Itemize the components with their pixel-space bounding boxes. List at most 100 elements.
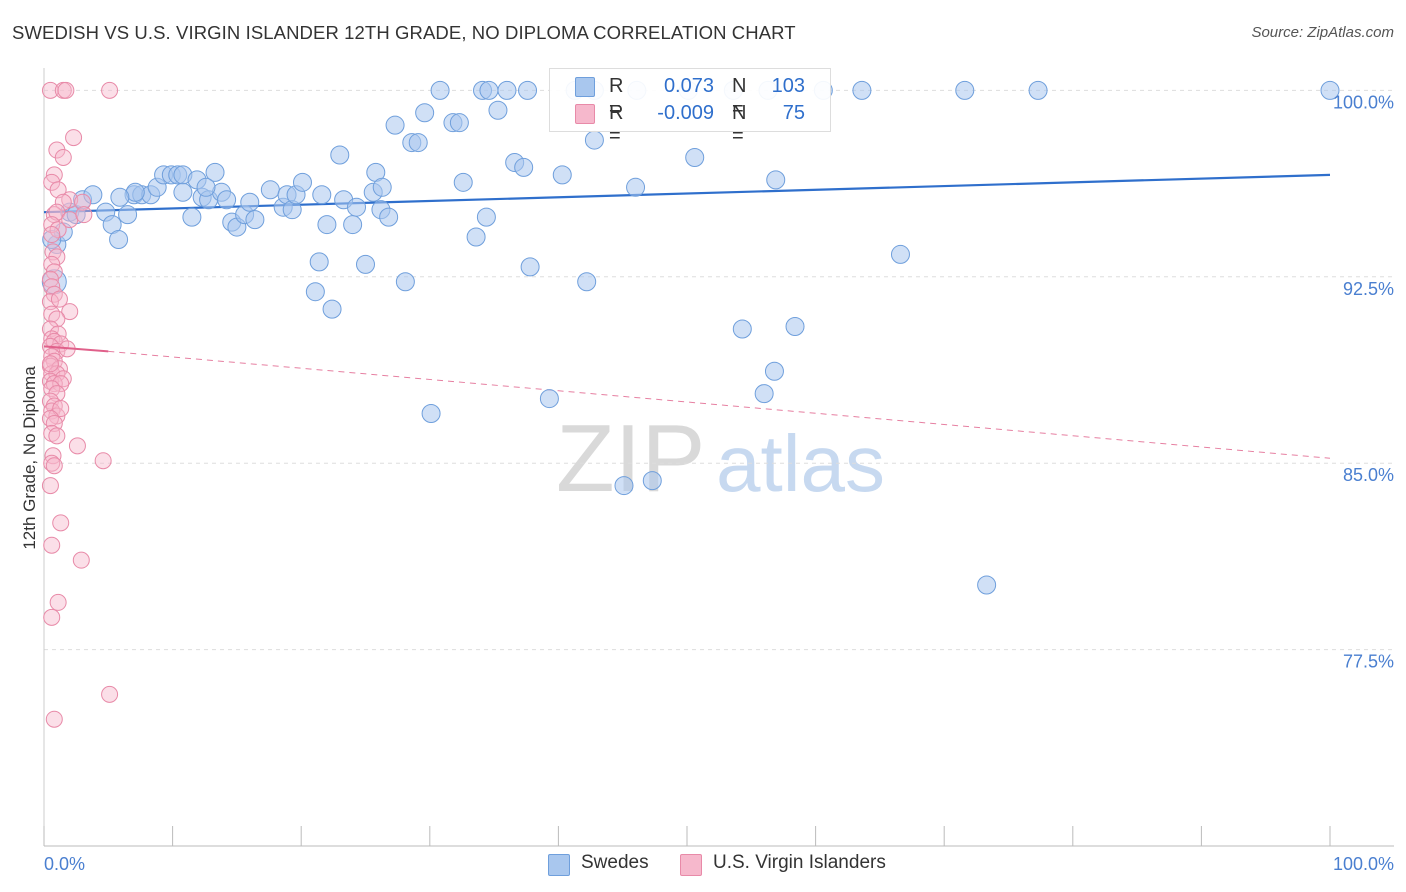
swedes-point bbox=[330, 145, 350, 165]
swedes-point bbox=[514, 157, 534, 177]
swedes-point bbox=[476, 207, 496, 227]
y-tick-label: 77.5% bbox=[1343, 652, 1394, 672]
swedes-point bbox=[785, 317, 805, 337]
swedes-point bbox=[754, 384, 774, 404]
swedes-point bbox=[109, 230, 129, 250]
chart-title: SWEDISH VS U.S. VIRGIN ISLANDER 12TH GRA… bbox=[12, 22, 796, 43]
swedes-point bbox=[41, 269, 67, 295]
swedes-point bbox=[309, 252, 329, 272]
virgin-islanders-point bbox=[49, 593, 67, 611]
virgin-islanders-point bbox=[41, 355, 59, 373]
virgin-islanders-point bbox=[43, 454, 61, 472]
swedes-point bbox=[292, 172, 312, 192]
swedes-point bbox=[379, 207, 399, 227]
swedes-point bbox=[305, 282, 325, 302]
source-credit: Source: ZipAtlas.com bbox=[1251, 24, 1394, 41]
legend-n-label: N = bbox=[732, 75, 747, 120]
swedes-point bbox=[453, 172, 473, 192]
swedes-point bbox=[421, 404, 441, 424]
virgin-islanders-point bbox=[45, 414, 63, 432]
axes bbox=[43, 68, 1394, 847]
swedes-point bbox=[852, 80, 872, 100]
legend-swatch-pink bbox=[575, 104, 595, 124]
swedes-point bbox=[260, 180, 280, 200]
swedes-point bbox=[343, 215, 363, 235]
legend-swatch-virgin-islanders bbox=[680, 854, 702, 876]
virgin-islanders-point bbox=[54, 370, 72, 388]
swedes-point bbox=[497, 80, 517, 100]
swedes-point bbox=[317, 215, 337, 235]
virgin-islanders-point bbox=[41, 477, 59, 495]
swedes-point bbox=[205, 162, 225, 182]
swedes-point bbox=[479, 80, 499, 100]
watermark-zip: ZIP bbox=[556, 405, 705, 512]
virgin-islanders-point bbox=[75, 206, 93, 224]
y-tick-label: 92.5% bbox=[1343, 279, 1394, 299]
legend-r-value: -0.009 bbox=[657, 102, 714, 124]
virgin-islanders-point bbox=[68, 437, 86, 455]
virgin-islanders-point bbox=[52, 375, 70, 393]
swedes-point bbox=[766, 170, 786, 190]
swedes-point bbox=[552, 165, 572, 185]
swedes-point bbox=[890, 244, 910, 264]
swedes-point bbox=[395, 272, 415, 292]
legend-label-virgin-islanders: U.S. Virgin Islanders bbox=[713, 852, 886, 873]
swedes-point bbox=[466, 227, 486, 247]
correlation-legend: R = 0.073 N = 103 R = -0.009 N = 75 bbox=[549, 68, 831, 147]
swedes-point bbox=[110, 187, 130, 207]
grid-lines bbox=[44, 89, 1394, 651]
y-tick-labels: 77.5% 85.0% 92.5% 100.0% bbox=[1333, 92, 1394, 671]
swedes-point bbox=[415, 103, 435, 123]
virgin-islanders-point bbox=[43, 536, 61, 554]
swedes-point bbox=[1320, 80, 1340, 100]
swedes-point bbox=[626, 177, 646, 197]
watermark-atlas: atlas bbox=[716, 419, 885, 508]
virgin-islanders-point bbox=[43, 608, 61, 626]
virgin-islanders-point bbox=[41, 81, 59, 99]
virgin-islanders-trend-line bbox=[43, 345, 109, 353]
swedes-point bbox=[240, 192, 260, 212]
legend-label-swedes: Swedes bbox=[581, 852, 649, 873]
legend-r-label: R = bbox=[609, 75, 624, 120]
swedes-point bbox=[42, 230, 62, 250]
swedes-point bbox=[584, 130, 604, 150]
virgin-islanders-point bbox=[61, 211, 79, 229]
virgin-islanders-point bbox=[52, 514, 70, 532]
swedes-point bbox=[977, 575, 997, 595]
swedes-point bbox=[346, 197, 366, 217]
legend-n-label: N = bbox=[732, 102, 747, 147]
swedes-point bbox=[764, 361, 784, 381]
swedes-point bbox=[322, 299, 342, 319]
virgin-islanders-point bbox=[43, 226, 61, 244]
swedes-point bbox=[312, 185, 332, 205]
swedes-point bbox=[577, 272, 597, 292]
swedes-point bbox=[430, 80, 450, 100]
swedes-point bbox=[372, 177, 392, 197]
y-tick-label: 85.0% bbox=[1343, 465, 1394, 485]
swedes-point bbox=[356, 254, 375, 274]
x-tick-label-max: 100.0% bbox=[1333, 854, 1394, 874]
swedes-trend-line bbox=[43, 173, 1331, 214]
virgin-islanders-point bbox=[52, 400, 70, 418]
virgin-islanders-point bbox=[50, 290, 68, 308]
virgin-islanders-point bbox=[65, 129, 83, 147]
virgin-islanders-point bbox=[74, 193, 92, 211]
virgin-islanders-point bbox=[54, 148, 72, 166]
virgin-islanders-point bbox=[101, 81, 119, 99]
x-tick-label-min: 0.0% bbox=[44, 854, 85, 874]
virgin-islanders-point bbox=[48, 310, 66, 328]
virgin-islanders-point bbox=[43, 305, 61, 323]
virgin-islanders-point bbox=[45, 710, 63, 728]
swedes-point bbox=[385, 115, 405, 135]
swedes-point bbox=[732, 319, 752, 339]
virgin-islanders-point bbox=[61, 303, 79, 321]
swedes-point bbox=[520, 257, 540, 277]
legend-r-label: R = bbox=[609, 102, 624, 147]
virgin-islanders-point bbox=[101, 685, 119, 703]
legend-r-value: 0.073 bbox=[663, 75, 714, 97]
virgin-islanders-point bbox=[57, 81, 75, 99]
virgin-islanders-point bbox=[48, 203, 66, 221]
virgin-islanders-point bbox=[94, 452, 112, 470]
virgin-islanders-point bbox=[43, 380, 61, 398]
